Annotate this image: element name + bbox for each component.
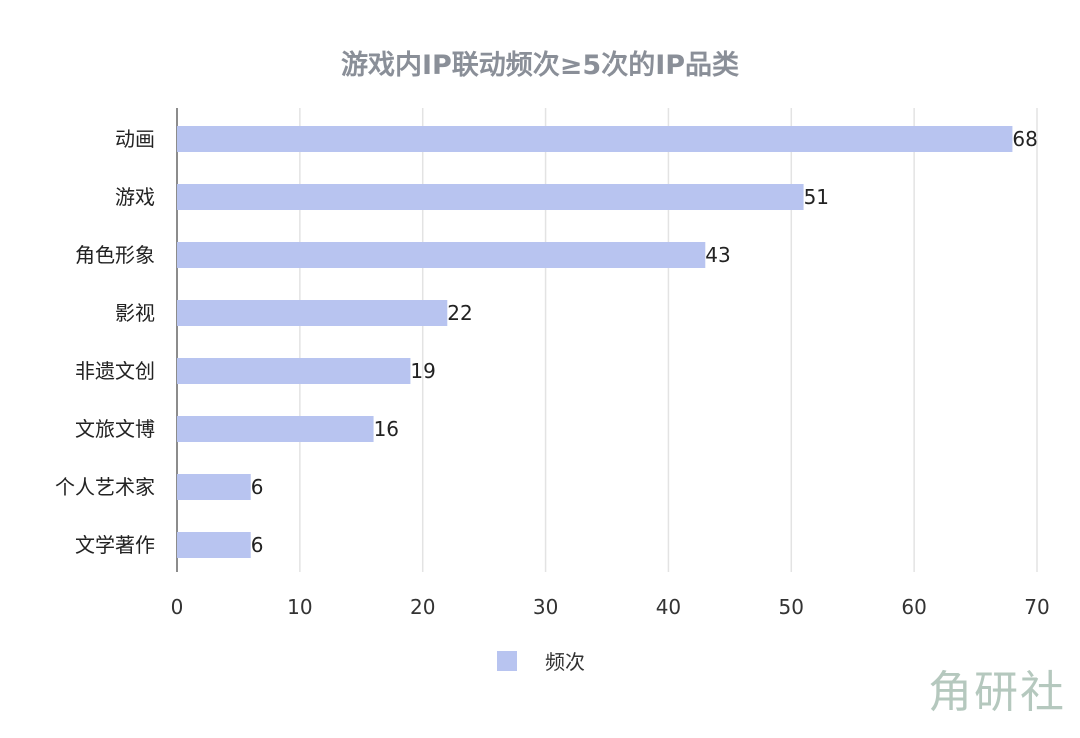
value-label: 16 <box>374 417 399 441</box>
value-label: 6 <box>251 475 264 499</box>
bar <box>177 358 411 384</box>
x-tick-label: 30 <box>533 595 558 619</box>
x-tick-label: 40 <box>656 595 681 619</box>
category-label: 非遗文创 <box>75 359 155 383</box>
value-labels: 68 51 43 22 19 16 6 6 <box>251 127 1038 557</box>
x-tick-label: 0 <box>171 595 184 619</box>
x-axis-ticks: 0 10 20 30 40 50 60 70 <box>171 595 1050 619</box>
bar <box>177 242 706 268</box>
bar <box>177 474 251 500</box>
value-label: 22 <box>447 301 472 325</box>
legend-label: 频次 <box>545 650 585 674</box>
value-label: 19 <box>410 359 435 383</box>
value-label: 68 <box>1012 127 1037 151</box>
category-label: 动画 <box>115 127 155 151</box>
x-tick-label: 70 <box>1024 595 1049 619</box>
value-label: 51 <box>804 185 829 209</box>
bars <box>177 126 1013 558</box>
category-label: 影视 <box>115 301 155 325</box>
x-tick-label: 20 <box>410 595 435 619</box>
bar <box>177 300 448 326</box>
chart-title: 游戏内IP联动频次≥5次的IP品类 <box>341 49 739 81</box>
bar <box>177 184 804 210</box>
bar <box>177 532 251 558</box>
x-tick-label: 60 <box>901 595 926 619</box>
category-label: 文旅文博 <box>75 417 155 441</box>
bar <box>177 416 374 442</box>
category-label: 游戏 <box>115 185 155 209</box>
category-label: 个人艺术家 <box>55 475 155 499</box>
value-label: 6 <box>251 533 264 557</box>
bar <box>177 126 1013 152</box>
x-tick-label: 50 <box>779 595 804 619</box>
legend-swatch <box>497 651 517 671</box>
legend: 频次 <box>497 650 585 674</box>
watermark-logo: 角研社 <box>928 667 1066 718</box>
gridlines <box>299 108 1038 572</box>
x-tick-label: 10 <box>287 595 312 619</box>
category-label: 文学著作 <box>75 533 155 557</box>
value-label: 43 <box>705 243 730 267</box>
category-label: 角色形象 <box>75 243 155 267</box>
